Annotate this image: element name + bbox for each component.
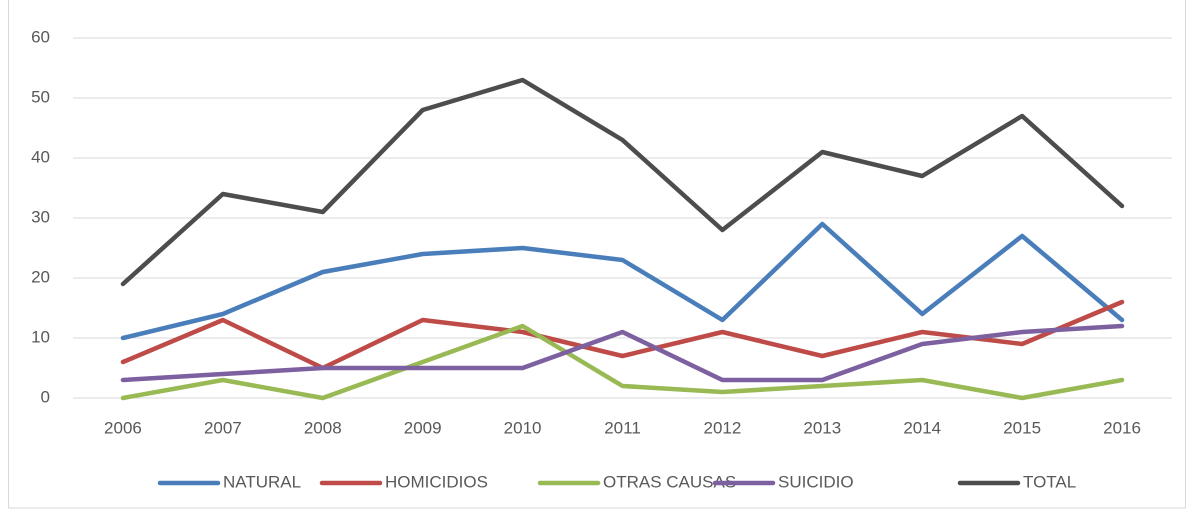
x-tick-label: 2010: [504, 418, 542, 437]
x-tick-label: 2009: [404, 418, 442, 437]
x-tick-label: 2006: [104, 418, 142, 437]
legend-label: HOMICIDIOS: [385, 472, 488, 491]
y-tick-label: 60: [31, 27, 50, 46]
x-tick-label: 2015: [1003, 418, 1041, 437]
x-tick-label: 2011: [604, 418, 641, 437]
legend-label: OTRAS CAUSAS: [603, 472, 736, 491]
x-tick-label: 2007: [204, 418, 242, 437]
series-line: [120, 323, 1125, 401]
x-tick-label: 2012: [703, 418, 741, 437]
y-tick-label: 0: [41, 387, 50, 406]
x-tick-label: 2014: [903, 418, 941, 437]
y-tick-label: 30: [31, 207, 50, 226]
series-line: [120, 77, 1125, 287]
legend-label: NATURAL: [223, 472, 301, 491]
series-line: [120, 221, 1125, 341]
x-tick-label: 2016: [1103, 418, 1141, 437]
legend-label: SUICIDIO: [778, 472, 854, 491]
x-tick-label: 2013: [803, 418, 841, 437]
chart-frame: [8, 0, 1186, 509]
y-tick-label: 50: [31, 87, 50, 106]
y-tick-label: 10: [31, 327, 50, 346]
series-line: [120, 299, 1125, 371]
y-tick-label: 40: [31, 147, 50, 166]
legend-label: TOTAL: [1023, 472, 1076, 491]
x-tick-label: 2008: [304, 418, 342, 437]
series-line: [120, 323, 1125, 383]
y-tick-label: 20: [31, 267, 50, 286]
